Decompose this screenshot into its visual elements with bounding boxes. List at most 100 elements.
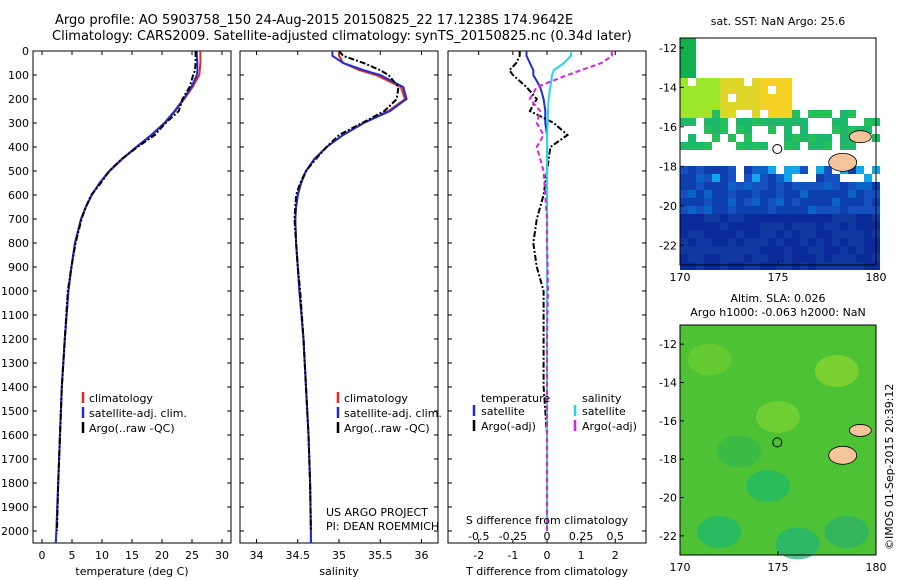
sst-cell: [744, 102, 752, 110]
sst-cell: [696, 86, 704, 94]
depth-tick-label: 100: [8, 69, 29, 82]
sst-cell: [704, 102, 712, 110]
sst-cell: [744, 94, 752, 102]
sst-cell: [704, 222, 712, 230]
sst-cell: [680, 78, 688, 86]
sst-cell: [680, 182, 688, 190]
sst-cell: [840, 118, 848, 126]
sst-cell: [848, 182, 856, 190]
sst-cell: [784, 126, 792, 134]
sst-cell: [744, 198, 752, 206]
sst-cell: [680, 222, 688, 230]
sst-cell: [832, 214, 840, 222]
sst-cell: [792, 166, 800, 174]
sst-cell: [808, 222, 816, 230]
sst-cell: [776, 118, 784, 126]
legend-label: satellite: [582, 405, 626, 418]
sst-cell: [816, 262, 824, 270]
sst-cell: [800, 222, 808, 230]
sst-cell: [704, 182, 712, 190]
map-sla_map: [679, 324, 877, 560]
sla-blob: [746, 470, 791, 502]
sst-cell: [736, 190, 744, 198]
sst-cell: [832, 222, 840, 230]
sst-cell: [816, 198, 824, 206]
sst-cell: [720, 230, 728, 238]
sst-cell: [864, 246, 872, 254]
sst-cell: [712, 246, 720, 254]
sst-cell: [776, 206, 784, 214]
legend-label: satellite-adj. clim.: [344, 407, 442, 420]
sst-cell: [864, 262, 872, 270]
sst-cell: [680, 54, 688, 62]
sst-cell: [848, 230, 856, 238]
sst-cell: [752, 222, 760, 230]
sst-cell: [696, 102, 704, 110]
legend-head-temperature: temperature: [481, 392, 550, 405]
sst-cell: [856, 238, 864, 246]
map-y-tick-label: -12: [659, 338, 677, 351]
series-line-salinity-argo-adj-: [528, 51, 613, 531]
depth-tick-label: 1900: [1, 501, 29, 514]
sst-cell: [680, 238, 688, 246]
sst-cell: [800, 190, 808, 198]
sst-cell: [728, 246, 736, 254]
sst-cell: [736, 246, 744, 254]
sst-cell: [808, 206, 816, 214]
sst-cell: [712, 126, 720, 134]
sst-cell: [680, 118, 688, 126]
sst-cell: [776, 246, 784, 254]
x-tick-label: 5: [69, 549, 76, 562]
sst-cell: [848, 198, 856, 206]
map-x-tick-label: 175: [768, 561, 789, 574]
sst-cell: [784, 182, 792, 190]
land-fiji-vanua-levu: [848, 424, 872, 437]
sst-cell: [816, 214, 824, 222]
series-line-climatology: [294, 51, 407, 543]
x-axis-label: T difference from climatology: [465, 565, 628, 578]
sst-cell: [864, 230, 872, 238]
sst-cell: [840, 214, 848, 222]
sst-cell: [688, 246, 696, 254]
sst-cell: [856, 262, 864, 270]
depth-tick-label: 1200: [1, 333, 29, 346]
sst-cell: [848, 206, 856, 214]
sst-cell: [864, 182, 872, 190]
sst-cell: [736, 102, 744, 110]
sst-cell: [712, 94, 720, 102]
sst-cell: [760, 118, 768, 126]
sst-cell: [816, 142, 824, 150]
sst-cell: [832, 118, 840, 126]
sst-cell: [752, 198, 760, 206]
sst-cell: [704, 214, 712, 222]
sst-cell: [800, 118, 808, 126]
sst-cell: [784, 78, 792, 86]
sst-cell: [688, 62, 696, 70]
sst-cell: [808, 198, 816, 206]
sst-cell: [712, 262, 720, 270]
sst-cell: [712, 230, 720, 238]
sst-cell: [792, 238, 800, 246]
sst-cell: [784, 246, 792, 254]
sst-cell: [768, 230, 776, 238]
sst-cell: [784, 198, 792, 206]
sla-blob: [824, 516, 869, 548]
series-line-argo-raw-qc-: [293, 50, 400, 532]
map-subtitle: Argo h1000: -0.063 h2000: NaN: [690, 306, 866, 319]
sla-blob: [814, 355, 859, 387]
sst-cell: [680, 254, 688, 262]
sst-cell: [688, 38, 696, 46]
sst-cell: [808, 238, 816, 246]
sst-cell: [784, 262, 792, 270]
sst-cell: [688, 110, 696, 118]
sst-cell: [736, 230, 744, 238]
series-line-salinity-satellite: [546, 51, 572, 531]
sst-cell: [720, 222, 728, 230]
sst-cell: [832, 182, 840, 190]
sst-cell: [824, 214, 832, 222]
sst-cell: [856, 190, 864, 198]
sst-cell: [736, 254, 744, 262]
sst-cell: [704, 110, 712, 118]
sst-cell: [760, 86, 768, 94]
